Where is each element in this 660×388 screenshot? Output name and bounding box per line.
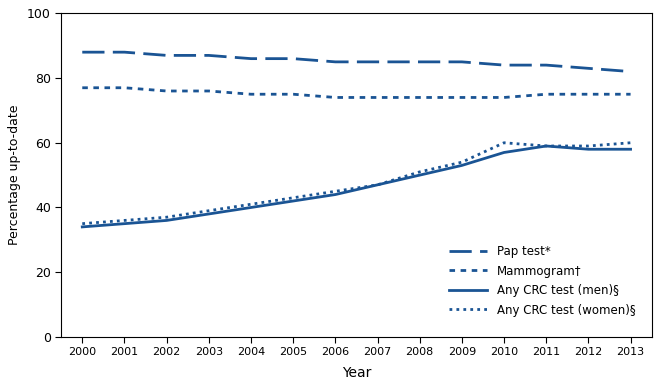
X-axis label: Year: Year (342, 365, 371, 380)
Legend: Pap test*, Mammogram†, Any CRC test (men)§, Any CRC test (women)§: Pap test*, Mammogram†, Any CRC test (men… (445, 241, 640, 321)
Y-axis label: Percentage up-to-date: Percentage up-to-date (9, 105, 21, 245)
